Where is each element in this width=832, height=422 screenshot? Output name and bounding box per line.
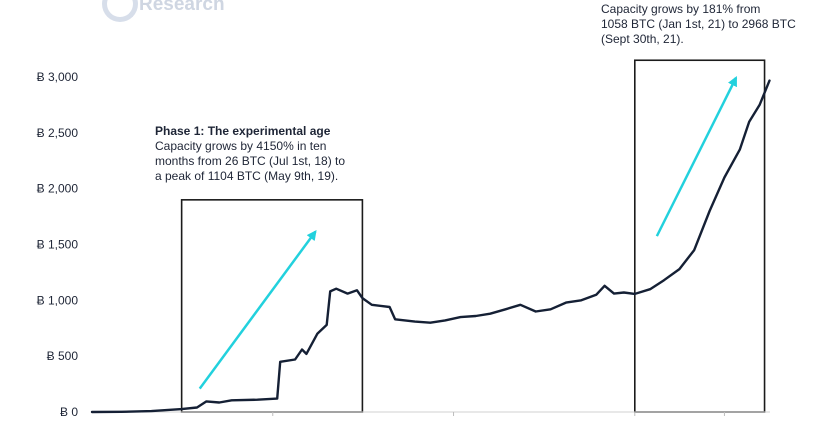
phase1-annotation: Phase 1: The experimental age Capacity g…: [155, 124, 355, 184]
phase1-line-2: months from 26 BTC (Jul 1st, 18) to: [155, 154, 346, 168]
phase1-line-1: Capacity grows by 4150% in ten: [155, 139, 327, 153]
y-tick-label-4: Ƀ 2,000: [37, 182, 79, 196]
y-tick-label-3: Ƀ 1,500: [37, 238, 79, 252]
phase1-line-3: a peak of 1104 BTC (May 9th, 19).: [155, 169, 339, 183]
phase1-heading: Phase 1: The experimental age: [155, 124, 331, 138]
y-tick-label-1: Ƀ 500: [47, 349, 79, 363]
series-line-0: [90, 79, 771, 414]
phase3-line-2: 1058 BTC (Jan 1st, 21) to 2968 BTC: [601, 17, 796, 31]
brand-logo-icon: [102, 0, 138, 22]
y-tick-label-0: Ƀ 0: [60, 405, 78, 419]
y-tick-label-6: Ƀ 3,000: [37, 70, 79, 84]
phase3-line-1: Capacity grows by 181% from: [601, 2, 761, 16]
trend-arrow-1: [198, 230, 317, 390]
brand-name: Research: [139, 0, 225, 15]
phase3-annotation: Capacity grows by 181% from 1058 BTC (Ja…: [601, 2, 800, 47]
y-tick-label-2: Ƀ 1,000: [37, 293, 79, 307]
trend-arrow-2: [655, 76, 738, 237]
phase3-line-3: (Sept 30th, 21).: [601, 32, 684, 46]
y-tick-label-5: Ƀ 2,500: [37, 126, 79, 140]
highlight-box-1: [180, 199, 364, 413]
